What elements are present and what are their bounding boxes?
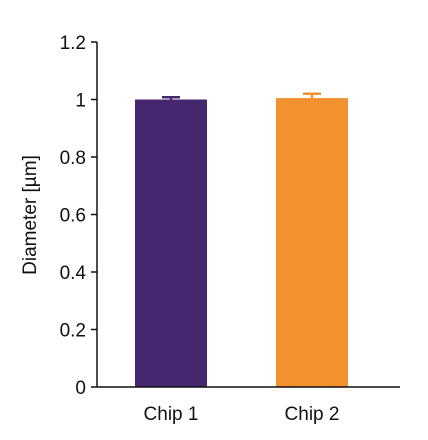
x-tick-label: Chip 2 <box>285 404 340 425</box>
bar <box>135 100 207 388</box>
y-tick-label: 0.8 <box>60 148 86 169</box>
y-tick-label: 0.6 <box>60 206 86 227</box>
y-axis-title: Diameter [µm] <box>20 155 41 275</box>
y-tick-label: 0.2 <box>60 321 86 342</box>
y-tick-label: 0 <box>75 378 86 399</box>
y-tick-label: 1 <box>75 91 86 112</box>
x-tick-label: Chip 1 <box>144 404 199 425</box>
y-axis-ticks: 0 0.2 0.4 0.6 0.8 1 1.2 <box>60 33 97 399</box>
x-axis-tick-labels: Chip 1 Chip 2 <box>144 404 340 425</box>
bars <box>135 94 348 387</box>
bar <box>276 98 348 387</box>
y-tick-label: 0.4 <box>60 263 87 284</box>
y-tick-label: 1.2 <box>60 33 86 54</box>
